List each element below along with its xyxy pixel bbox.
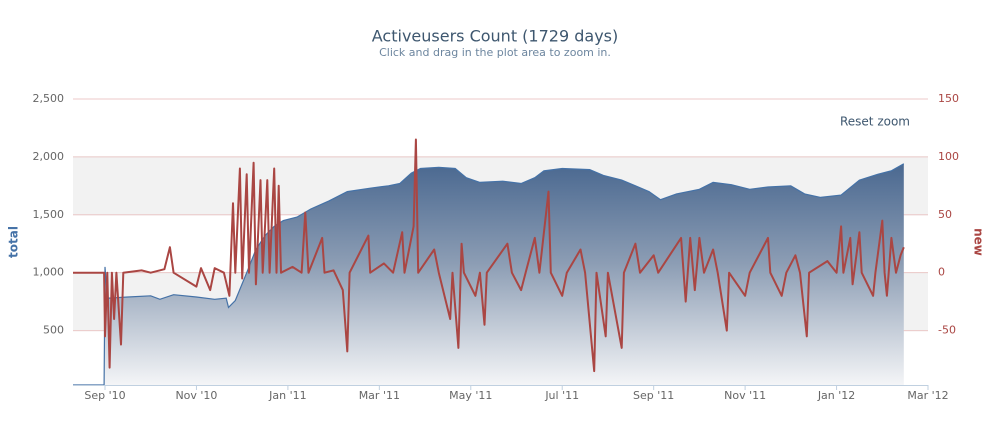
x-tick-label: May '11 [449,389,492,402]
x-tick-label: Jan '12 [817,389,855,402]
chart-subtitle: Click and drag in the plot area to zoom … [379,46,611,59]
y2-tick-label: 0 [938,266,945,279]
x-tick-label: Mar '12 [907,389,948,402]
y-tick-label: 500 [43,324,64,337]
x-tick-label: Jul '11 [544,389,579,402]
y-tick-label: 2,000 [33,150,65,163]
y2-tick-label: 50 [938,208,952,221]
x-tick-label: Sep '10 [84,389,125,402]
area-line [73,163,905,386]
x-tick-label: Mar '11 [359,389,400,402]
y-tick-label: 1,000 [33,266,65,279]
y2-tick-label: 150 [938,92,959,105]
x-tick-label: Nov '10 [175,389,217,402]
reset-zoom-button[interactable]: Reset zoom [840,115,910,129]
y-axis-title: total [7,226,21,258]
x-tick-label: Jan '11 [268,389,306,402]
area-fill [73,163,904,385]
line [73,138,905,373]
x-tick-label: Nov '11 [724,389,766,402]
y2-axis-title: new [972,228,986,256]
y-tick-label: 2,500 [33,92,65,105]
y-tick-label: 1,500 [33,208,65,221]
y2-tick-label: -50 [938,324,956,337]
series [73,138,905,386]
chart-title: Activeusers Count (1729 days) [372,27,618,46]
y2-tick-label: 100 [938,150,959,163]
axes: 500 1,000 1,500 2,000 2,500 -50 0 50 100 150 Sep '… [33,92,960,402]
x-tick-label: Sep '11 [633,389,674,402]
